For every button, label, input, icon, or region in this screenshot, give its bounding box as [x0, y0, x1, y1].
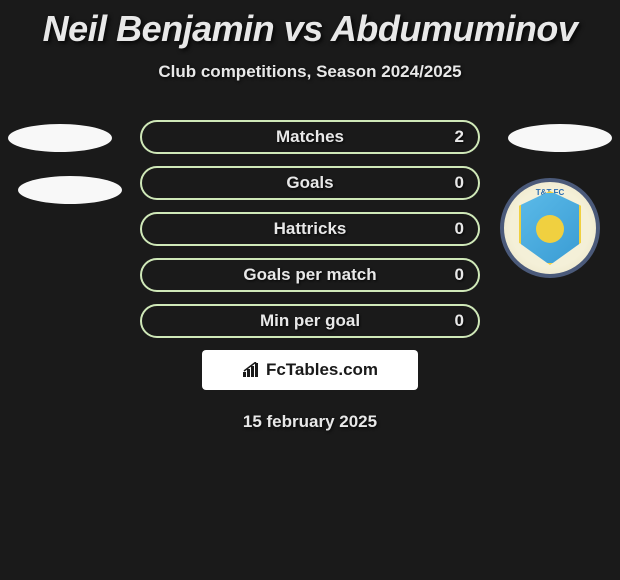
stat-row-goals-per-match: Goals per match 0	[140, 258, 480, 292]
branding-text: FcTables.com	[266, 360, 378, 380]
stat-label: Hattricks	[274, 219, 347, 239]
branding-box: FcTables.com	[202, 350, 418, 390]
date-label: 15 february 2025	[0, 412, 620, 432]
stat-label: Min per goal	[260, 311, 360, 331]
stat-value-right: 0	[455, 265, 464, 285]
stat-label: Goals	[286, 173, 333, 193]
stat-value-right: 2	[455, 127, 464, 147]
stat-value-right: 0	[455, 219, 464, 239]
stat-label: Matches	[276, 127, 344, 147]
stat-row-min-per-goal: Min per goal 0	[140, 304, 480, 338]
page-title: Neil Benjamin vs Abdumuminov	[0, 0, 620, 50]
stat-row-goals: Goals 0	[140, 166, 480, 200]
stat-value-right: 0	[455, 311, 464, 331]
stat-label: Goals per match	[243, 265, 376, 285]
subtitle: Club competitions, Season 2024/2025	[0, 62, 620, 82]
stat-value-right: 0	[455, 173, 464, 193]
stats-container: Matches 2 Goals 0 Hattricks 0 Goals per …	[0, 120, 620, 390]
stat-row-matches: Matches 2	[140, 120, 480, 154]
stat-row-hattricks: Hattricks 0	[140, 212, 480, 246]
chart-icon	[242, 362, 262, 378]
